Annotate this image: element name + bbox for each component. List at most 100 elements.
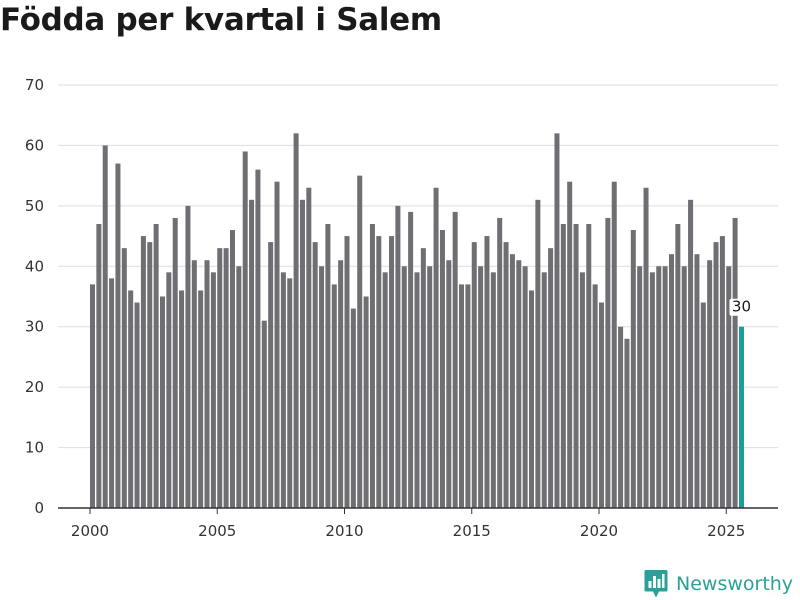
x-tick-label: 2010 xyxy=(325,522,363,540)
bar xyxy=(369,223,375,509)
bars xyxy=(90,133,744,509)
bar xyxy=(96,223,102,509)
bar xyxy=(376,236,382,508)
bar xyxy=(306,187,312,509)
bar xyxy=(166,272,172,508)
bar xyxy=(560,223,566,509)
bar xyxy=(217,248,223,508)
bar xyxy=(503,242,509,509)
bar-chart-map-pin-icon xyxy=(644,570,668,598)
bar xyxy=(242,151,248,508)
bar xyxy=(656,266,662,508)
bar xyxy=(249,199,255,508)
bar xyxy=(185,205,191,509)
bar xyxy=(319,266,325,508)
bar xyxy=(567,181,573,508)
bar xyxy=(401,266,407,508)
y-tick-label: 30 xyxy=(25,318,44,336)
bar xyxy=(732,217,738,508)
bar xyxy=(688,199,694,508)
bar xyxy=(459,284,465,508)
bar xyxy=(478,266,484,508)
bar xyxy=(331,284,337,508)
bar xyxy=(179,290,185,508)
bar xyxy=(147,242,153,509)
bar xyxy=(350,308,356,508)
bar xyxy=(299,199,305,508)
bar xyxy=(389,236,395,508)
y-tick-label: 50 xyxy=(25,197,44,215)
bar xyxy=(522,266,528,508)
bar xyxy=(198,290,204,508)
bar xyxy=(414,272,420,508)
y-tick-label: 0 xyxy=(34,499,44,517)
bar xyxy=(599,302,604,508)
bar xyxy=(115,163,121,508)
bar xyxy=(140,236,146,508)
bar xyxy=(236,266,242,508)
bar xyxy=(439,230,445,508)
bar xyxy=(274,181,280,508)
bar xyxy=(668,254,674,508)
bar xyxy=(255,169,261,508)
y-tick-label: 60 xyxy=(25,136,44,154)
bar xyxy=(121,248,127,508)
bar xyxy=(548,248,554,508)
bar xyxy=(694,254,700,508)
bar xyxy=(554,133,560,508)
bar xyxy=(675,223,681,509)
x-tick-label: 2025 xyxy=(707,522,745,540)
bar xyxy=(484,236,490,508)
bar xyxy=(681,266,687,508)
bar xyxy=(605,217,611,508)
x-tick-label: 2015 xyxy=(453,522,491,540)
bar xyxy=(338,260,344,508)
bar xyxy=(357,175,363,508)
x-tick-label: 2020 xyxy=(580,522,618,540)
y-tick-label: 10 xyxy=(25,439,44,457)
highlighted-bar xyxy=(738,326,744,508)
bar xyxy=(90,284,95,508)
bar xyxy=(452,211,458,508)
y-tick-label: 70 xyxy=(25,76,44,94)
bar xyxy=(128,290,134,508)
bar xyxy=(109,278,115,508)
bar xyxy=(707,260,713,508)
chart-title: Födda per kvartal i Salem xyxy=(0,2,442,38)
bar xyxy=(611,181,617,508)
labels: 0 10 20 30 40 50 60 70 2000 2005 2010 2015 2020 2025 3… xyxy=(25,76,754,540)
bar xyxy=(420,248,426,508)
bar xyxy=(344,236,350,508)
y-tick-label: 40 xyxy=(25,257,44,275)
bar xyxy=(529,290,535,508)
bar xyxy=(662,266,668,508)
bar xyxy=(490,272,496,508)
bar xyxy=(509,254,515,508)
x-tick-label: 2000 xyxy=(71,522,109,540)
bar xyxy=(172,217,178,508)
bar xyxy=(726,266,732,508)
x-tick-label: 2005 xyxy=(198,522,236,540)
bar xyxy=(586,223,592,509)
bar xyxy=(433,187,439,509)
bar xyxy=(541,272,547,508)
bar xyxy=(643,187,649,509)
bar xyxy=(579,272,585,508)
bar xyxy=(719,236,725,508)
bar xyxy=(293,133,299,508)
brand-name: Newsworthy xyxy=(676,573,794,595)
bar xyxy=(624,338,630,508)
bar xyxy=(700,302,706,508)
bar xyxy=(134,302,140,508)
bar xyxy=(427,266,433,508)
bar xyxy=(446,260,452,508)
bar xyxy=(630,230,636,508)
bar xyxy=(229,230,235,508)
bar xyxy=(261,320,267,508)
bar xyxy=(102,145,108,508)
bar xyxy=(287,278,293,508)
bar xyxy=(210,272,216,508)
bar xyxy=(280,272,286,508)
bar xyxy=(637,266,643,508)
